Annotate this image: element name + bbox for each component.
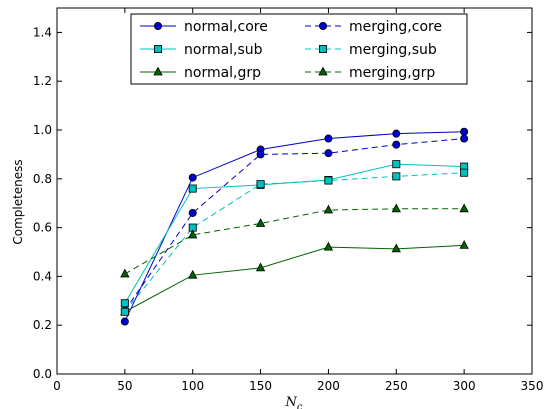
plot-frame bbox=[56, 7, 533, 375]
x-tick-label: 300 bbox=[453, 379, 476, 393]
y-tick-label: 0.4 bbox=[33, 269, 52, 283]
data-point bbox=[188, 173, 197, 182]
x-axis-label: Nc bbox=[285, 395, 303, 409]
data-point bbox=[391, 203, 401, 213]
data-point bbox=[256, 150, 265, 159]
data-point bbox=[392, 160, 401, 169]
legend-item: merging,grp bbox=[305, 65, 435, 81]
y-tick-label: 0.0 bbox=[33, 367, 52, 381]
data-point bbox=[188, 184, 197, 193]
legend-item: normal,grp bbox=[140, 65, 261, 81]
data-point bbox=[323, 204, 334, 214]
data-point bbox=[324, 134, 333, 143]
legend-marker bbox=[318, 21, 327, 30]
legend-label: merging,grp bbox=[349, 65, 435, 81]
legend-marker bbox=[318, 66, 328, 76]
x-tick-label: 50 bbox=[117, 379, 132, 393]
series-layer bbox=[120, 127, 469, 326]
legend: normal,core normal,sub normal,grp merging,c… bbox=[130, 13, 468, 85]
data-point bbox=[460, 134, 469, 143]
series-normal-grp bbox=[120, 240, 469, 316]
y-tick-label: 1.4 bbox=[33, 25, 52, 39]
tick-labels: 0 50 100 150 200 250 300 350 0.0 0.2 0.4 0.6 0.8 1.0 1… bbox=[33, 25, 544, 393]
series-line bbox=[124, 208, 465, 275]
data-point bbox=[392, 129, 401, 138]
legend-item: merging,core bbox=[305, 19, 442, 35]
x-tick-label: 100 bbox=[181, 379, 204, 393]
legend-label: merging,core bbox=[349, 19, 442, 35]
legend-marker bbox=[153, 45, 162, 54]
data-point bbox=[459, 240, 469, 249]
data-point bbox=[391, 243, 401, 253]
data-point bbox=[120, 307, 129, 316]
data-point bbox=[120, 299, 129, 308]
legend-box bbox=[130, 13, 468, 85]
y-tick-label: 0.6 bbox=[33, 221, 52, 235]
legend-label: normal,core bbox=[184, 19, 268, 35]
data-point bbox=[460, 168, 469, 177]
data-point bbox=[188, 229, 198, 239]
series-merging-core bbox=[120, 134, 469, 315]
legend-label: normal,grp bbox=[184, 65, 261, 81]
series-normal-core bbox=[120, 127, 469, 326]
data-point bbox=[392, 172, 401, 181]
data-point bbox=[255, 262, 266, 272]
y-axis-label: Completeness bbox=[11, 159, 25, 244]
data-point bbox=[459, 203, 469, 213]
series-merging-sub bbox=[120, 168, 469, 316]
data-point bbox=[255, 218, 266, 227]
x-tick-label: 250 bbox=[385, 379, 408, 393]
series-merging-grp bbox=[120, 203, 469, 278]
legend-item: merging,sub bbox=[305, 42, 437, 58]
series-line bbox=[124, 138, 465, 311]
series-line bbox=[124, 172, 465, 313]
data-point bbox=[188, 208, 197, 217]
legend-item: normal,sub bbox=[140, 42, 263, 58]
legend-marker bbox=[153, 66, 163, 76]
y-tick-label: 0.2 bbox=[33, 318, 52, 332]
y-tick-label: 1.2 bbox=[33, 74, 52, 88]
x-tick-label: 200 bbox=[317, 379, 340, 393]
series-line bbox=[124, 244, 465, 313]
data-point bbox=[120, 317, 129, 326]
x-tick-label: 350 bbox=[521, 379, 544, 393]
x-tick-label: 150 bbox=[249, 379, 272, 393]
data-point bbox=[324, 149, 333, 158]
data-point bbox=[460, 127, 469, 136]
legend-marker bbox=[153, 21, 162, 30]
legend-marker bbox=[318, 45, 327, 54]
data-point bbox=[392, 140, 401, 149]
x-tick-label: 0 bbox=[53, 379, 61, 393]
y-tick-label: 0.8 bbox=[33, 172, 52, 186]
legend-label: normal,sub bbox=[184, 42, 263, 58]
series-line bbox=[124, 131, 465, 322]
series-line bbox=[124, 163, 465, 304]
data-point bbox=[323, 241, 334, 251]
data-point bbox=[256, 180, 265, 189]
y-tick-label: 1.0 bbox=[33, 123, 52, 137]
legend-item: normal,core bbox=[140, 19, 268, 35]
data-point bbox=[324, 176, 333, 185]
legend-label: merging,sub bbox=[349, 42, 437, 58]
data-point bbox=[188, 269, 198, 279]
data-point bbox=[120, 268, 130, 278]
